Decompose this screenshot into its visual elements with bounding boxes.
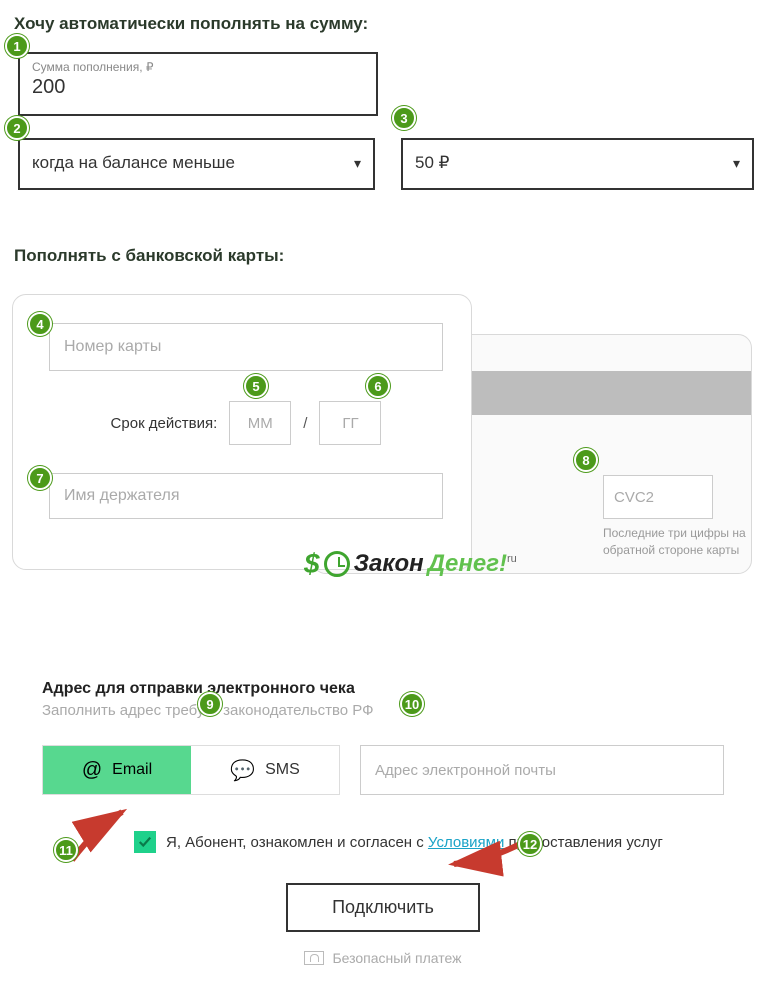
annotation-badge-3: 3 xyxy=(392,106,416,130)
annotation-badge-10: 10 xyxy=(400,692,424,716)
annotation-badge-4: 4 xyxy=(28,312,52,336)
annotation-badge-9: 9 xyxy=(198,692,222,716)
chevron-down-icon: ▾ xyxy=(733,155,740,172)
annotation-badge-12: 12 xyxy=(518,832,542,856)
receipt-title: Адрес для отправки электронного чека xyxy=(42,680,724,698)
tab-email[interactable]: @ Email xyxy=(43,746,191,794)
annotation-badge-1: 1 xyxy=(5,34,29,58)
condition-select[interactable]: когда на балансе меньше ▾ xyxy=(18,138,375,190)
cardholder-input[interactable]: Имя держателя xyxy=(49,473,443,519)
amount-label: Сумма пополнения, ₽ xyxy=(32,60,364,74)
watermark-text-1: Закон xyxy=(354,550,424,578)
submit-button[interactable]: Подключить xyxy=(286,883,480,932)
watermark-text-2: Денег!ru xyxy=(428,550,517,578)
tab-sms-label: SMS xyxy=(265,761,300,779)
watermark-logo: $ Закон Денег!ru xyxy=(304,548,517,580)
autopay-title: Хочу автоматически пополнять на сумму: xyxy=(14,14,754,34)
card-number-placeholder: Номер карты xyxy=(64,338,161,356)
tab-sms[interactable]: 💬 SMS xyxy=(191,746,339,794)
threshold-value: 50 ₽ xyxy=(415,153,449,173)
cvc-placeholder: CVC2 xyxy=(614,489,654,506)
annotation-badge-11: 11 xyxy=(54,838,78,862)
annotation-badge-2: 2 xyxy=(5,116,29,140)
lock-icon xyxy=(304,951,324,965)
mm-placeholder: ММ xyxy=(248,415,273,432)
dollar-icon: $ xyxy=(304,548,320,580)
at-icon: @ xyxy=(82,759,102,782)
holder-placeholder: Имя держателя xyxy=(64,487,180,505)
card-section-title: Пополнять с банковской карты: xyxy=(14,246,754,266)
amount-field[interactable]: Сумма пополнения, ₽ 200 xyxy=(18,52,378,116)
amount-value: 200 xyxy=(32,76,364,99)
expiry-month-input[interactable]: ММ xyxy=(229,401,291,445)
secure-label: Безопасный платеж xyxy=(332,950,461,966)
cvc-input[interactable]: CVC2 xyxy=(603,475,713,519)
chevron-down-icon: ▾ xyxy=(354,155,361,172)
card-front: Номер карты Срок действия: ММ / ГГ Имя д… xyxy=(12,294,472,570)
delivery-tabs: @ Email 💬 SMS xyxy=(42,745,340,795)
email-input[interactable]: Адрес электронной почты xyxy=(360,745,724,795)
card-number-input[interactable]: Номер карты xyxy=(49,323,443,371)
condition-value: когда на балансе меньше xyxy=(32,153,235,173)
chat-icon: 💬 xyxy=(230,758,255,783)
annotation-badge-8: 8 xyxy=(574,448,598,472)
tab-email-label: Email xyxy=(112,761,152,779)
arrow-annotation-11 xyxy=(66,808,146,872)
annotation-badge-6: 6 xyxy=(366,374,390,398)
expiry-separator: / xyxy=(303,415,307,432)
expiry-label: Срок действия: xyxy=(111,415,218,432)
arrow-annotation-12 xyxy=(440,834,530,878)
expiry-year-input[interactable]: ГГ xyxy=(319,401,381,445)
cvc-hint: Последние три цифры на обратной стороне … xyxy=(603,525,753,559)
clock-icon xyxy=(324,551,350,577)
agree-text: Я, Абонент, ознакомлен и согласен с Усло… xyxy=(166,834,663,851)
email-placeholder: Адрес электронной почты xyxy=(375,762,556,779)
threshold-select[interactable]: 50 ₽ ▾ xyxy=(401,138,754,190)
annotation-badge-7: 7 xyxy=(28,466,52,490)
yy-placeholder: ГГ xyxy=(342,415,358,432)
annotation-badge-5: 5 xyxy=(244,374,268,398)
receipt-subtitle: Заполнить адрес требует законодательство… xyxy=(42,702,724,719)
